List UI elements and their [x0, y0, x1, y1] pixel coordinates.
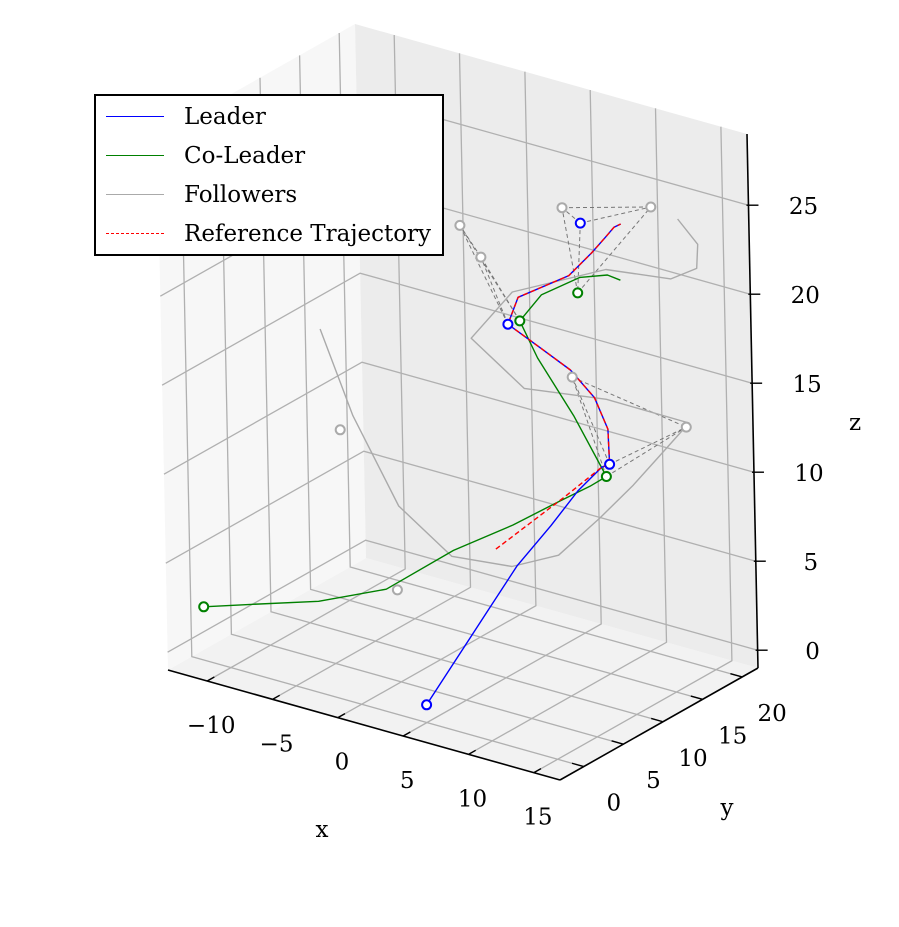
coleader-marker: [198, 601, 210, 613]
y-axis-line: [559, 667, 759, 781]
y-tick-label: 10: [678, 746, 707, 772]
followers-marker: [680, 421, 692, 433]
followers-marker: [556, 202, 568, 214]
formation-link: [577, 223, 581, 293]
legend-entry-reference: Reference Trajectory: [96, 219, 442, 249]
y-tick: [651, 717, 664, 723]
x-tick: [206, 676, 215, 682]
legend-swatch-followers: [106, 194, 164, 195]
y-tick: [611, 740, 624, 745]
legend-swatch-coleader: [106, 155, 164, 156]
grid-line-y: [219, 100, 624, 745]
y-tick-label: 0: [606, 791, 621, 817]
legend-label-coleader: Co-Leader: [184, 143, 306, 169]
z-tick-label: 15: [792, 372, 821, 398]
grid-line-z: [161, 272, 753, 386]
y-tick: [571, 762, 584, 768]
leader-marker: [574, 217, 586, 229]
grid-line-y: [180, 122, 584, 768]
grid-line-x: [402, 89, 602, 737]
coleader-marker: [514, 315, 526, 327]
x-axis-line: [167, 669, 561, 781]
x-tick-label: 5: [400, 768, 415, 794]
leader-marker: [421, 699, 433, 711]
x-tick-label: −10: [187, 713, 236, 739]
grid-line-z: [167, 539, 758, 653]
x-tick-label: −5: [260, 731, 294, 757]
formation-link: [480, 256, 509, 325]
legend-entry-leader: Leader: [96, 102, 442, 132]
position-markers: [198, 201, 692, 711]
legend-label-reference: Reference Trajectory: [184, 221, 432, 247]
legend-entry-followers: Followers: [96, 180, 442, 210]
coleader-path: [203, 274, 621, 608]
followers-marker: [334, 424, 346, 436]
z-axis-line: [746, 133, 759, 669]
axes: [167, 133, 759, 781]
z-tick-label: 25: [789, 194, 818, 220]
x-tick: [337, 713, 346, 719]
followers-marker: [645, 201, 657, 213]
formation-link: [561, 207, 579, 293]
floor-pane: [168, 558, 758, 780]
z-axis-label: z: [849, 410, 861, 436]
grid-line-z: [163, 361, 755, 475]
z-tick-label: 5: [803, 550, 818, 576]
x-tick-label: 10: [458, 786, 487, 812]
leader-marker: [502, 318, 514, 330]
formation-link: [609, 426, 687, 465]
formation-link: [459, 225, 521, 322]
y-tick-label: 20: [758, 701, 787, 727]
formation-link: [606, 426, 687, 477]
followers-marker: [391, 584, 403, 596]
x-tick-label: 15: [523, 805, 552, 831]
series-lines: [203, 218, 699, 706]
formation-link: [577, 206, 652, 294]
legend-swatch-reference: [106, 233, 164, 234]
coleader-marker: [572, 287, 584, 299]
x-tick-label: 0: [335, 750, 350, 776]
followers-marker: [454, 219, 466, 231]
legend-entry-coleader: Co-Leader: [96, 141, 442, 171]
followers-marker: [566, 371, 578, 383]
formation-link: [571, 376, 607, 477]
coleader-marker: [600, 471, 612, 482]
y-tick-label: 5: [646, 768, 661, 794]
y-tick: [730, 672, 743, 678]
grid-line-x: [337, 71, 537, 719]
z-tick-label: 0: [805, 639, 820, 665]
x-tick: [272, 694, 281, 700]
y-tick: [690, 695, 703, 701]
formation-link: [459, 225, 509, 325]
x-axis-label: x: [316, 817, 329, 843]
x-tick: [402, 731, 411, 737]
formation-link: [580, 206, 651, 224]
legend-label-followers: Followers: [184, 182, 298, 208]
formation-link: [459, 225, 482, 258]
x-tick: [533, 768, 542, 774]
formation-link: [561, 206, 651, 209]
y-axis-label: y: [720, 795, 734, 821]
legend-swatch-leader: [106, 116, 164, 117]
x-tick: [468, 749, 477, 755]
y-tick-label: 15: [718, 723, 747, 749]
legend-label-leader: Leader: [184, 104, 266, 130]
grid-line-x: [468, 108, 668, 755]
z-tick-label: 20: [791, 283, 820, 309]
grid-line-z: [165, 450, 756, 564]
reference-trajectory-path: [495, 223, 622, 550]
z-tick-label: 10: [794, 461, 823, 487]
grid-line-x: [533, 126, 733, 774]
leader-marker: [604, 458, 616, 470]
formation-link: [571, 376, 611, 465]
formation-links: [459, 206, 687, 477]
legend: Leader Co-Leader Followers Reference Tra…: [94, 94, 444, 256]
followers-marker: [475, 251, 487, 263]
